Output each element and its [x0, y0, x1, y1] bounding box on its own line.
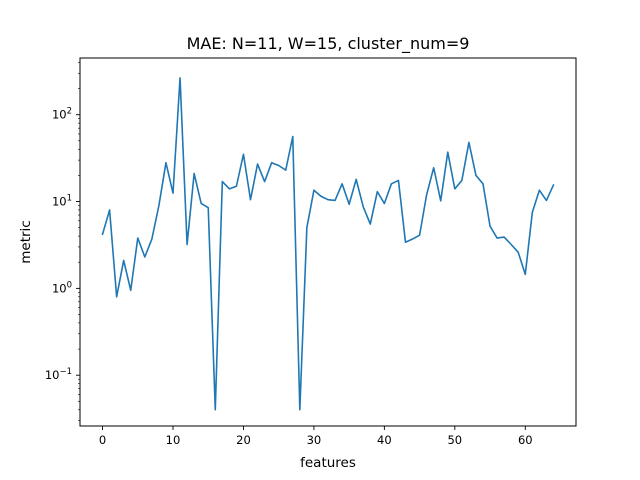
x-axis: 0 10 20 30 40 50 60: [99, 426, 533, 447]
chart-title: MAE: N=11, W=15, cluster_num=9: [187, 34, 470, 54]
y-axis: 10−1 100 101 102: [45, 62, 80, 421]
plot-area: [101, 77, 555, 411]
x-tick-label-1: 10: [166, 433, 181, 447]
y-tick-label-0: 10−1: [45, 367, 72, 382]
x-tick-label-6: 60: [518, 433, 533, 447]
y-axis-label: metric: [18, 220, 34, 263]
y-tick-label-1: 100: [52, 280, 72, 295]
series-line-0: [101, 77, 555, 411]
axes-frame: [79, 57, 577, 427]
y-tick-label-2: 101: [52, 194, 72, 209]
x-tick-label-0: 0: [99, 433, 106, 447]
x-tick-label-4: 40: [377, 433, 392, 447]
x-axis-label: features: [300, 455, 356, 471]
x-tick-label-3: 30: [307, 433, 322, 447]
y-tick-label-3: 102: [52, 107, 72, 122]
x-tick-label-2: 20: [236, 433, 251, 447]
x-tick-label-5: 50: [447, 433, 462, 447]
